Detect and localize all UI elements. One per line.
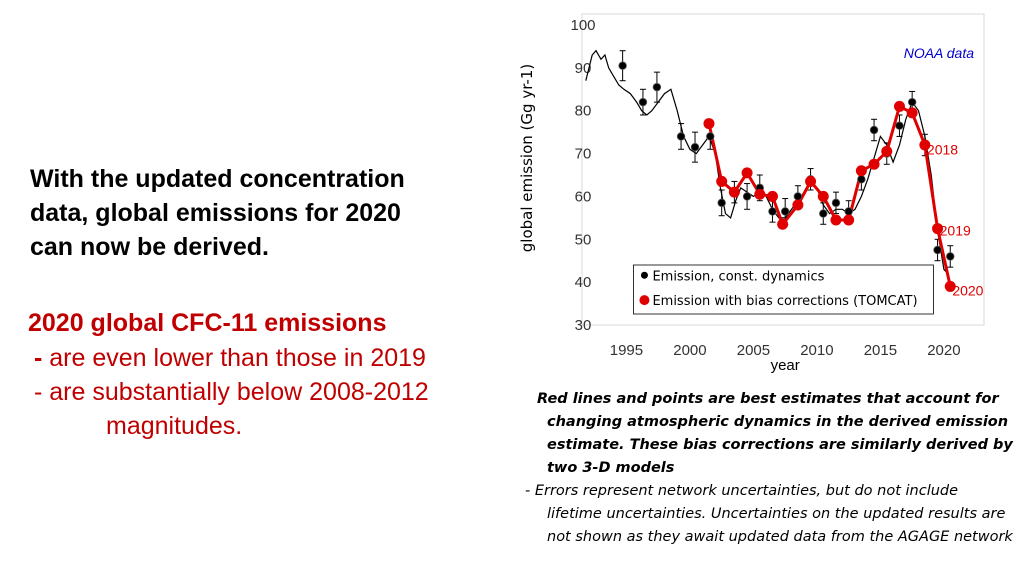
const-dynamics-point (857, 175, 866, 184)
const-dynamics-point (690, 142, 700, 152)
lead-line-3: can now be derived. (30, 233, 269, 261)
legend-entry-const-dynamics: Emission, const. dynamics (652, 269, 824, 284)
y-tick-label: 80 (575, 103, 592, 120)
bias-corrected-point (754, 188, 766, 200)
const-dynamics-point (768, 207, 777, 216)
bias-corrected-point (716, 175, 728, 187)
summary-bullet-1-text: are even lower than those in 2019 (49, 344, 426, 372)
summary-bullet-2-continued: magnitudes. (106, 412, 243, 440)
const-dynamics-point (652, 82, 662, 92)
lead-line-2: data, global emissions for 2020 (30, 199, 401, 227)
x-tick-label: 2010 (800, 342, 833, 359)
const-dynamics-point (895, 121, 904, 130)
x-axis-label: year (771, 357, 800, 374)
summary-title: 2020 global CFC-11 emissions (28, 309, 387, 337)
y-tick-label: 60 (575, 188, 592, 205)
y-tick-label: 100 (570, 17, 595, 34)
year-annotation: 2018 (927, 141, 958, 157)
bias-corrected-point (919, 139, 931, 151)
bias-corrected-point (893, 100, 905, 112)
bias-corrected-point (728, 186, 740, 198)
y-axis-label: global emission (Gg yr-1) (518, 64, 536, 252)
summary-bullet-2: - are substantially below 2008-2012 (34, 378, 429, 406)
const-dynamics-point (717, 198, 726, 208)
bullet-dash: - (34, 344, 43, 372)
year-annotation: 2020 (952, 283, 983, 299)
bias-corrected-point (843, 214, 855, 226)
bias-corrected-point (944, 280, 956, 292)
bias-corrected-point (830, 214, 842, 226)
const-dynamics-line (585, 49, 949, 274)
x-tick-label: 2000 (673, 342, 706, 359)
const-dynamics-point (793, 192, 803, 201)
y-tick-label: 40 (575, 274, 592, 291)
summary-bullet-1: - are even lower than those in 2019 (28, 341, 518, 375)
x-tick-label: 2005 (737, 342, 770, 359)
plot-frame (581, 13, 985, 326)
emissions-chart: 30 40 50 60 70 80 90 100 1995 2000 2005 2010 2015 202… (518, 13, 985, 374)
const-dynamics-point (638, 97, 648, 107)
const-dynamics-point (780, 207, 790, 216)
legend-entry-bias-corrected: Emission with bias corrections (TOMCAT) (652, 294, 917, 309)
source-label: NOAA data (904, 45, 975, 61)
const-dynamics-point (907, 97, 917, 107)
legend-black-marker (640, 271, 648, 279)
lead-line-1: With the updated concentration (30, 165, 405, 193)
y-tick-label: 30 (575, 317, 592, 334)
const-dynamics-point (933, 245, 942, 255)
legend-red-marker (639, 295, 650, 306)
const-dynamics-point (706, 132, 715, 141)
const-dynamics-point (844, 207, 853, 216)
bias-corrected-point (906, 107, 918, 119)
bias-corrected-point (805, 175, 817, 187)
x-tick-label: 2015 (864, 342, 897, 359)
const-dynamics-point (831, 198, 841, 208)
bias-corrected-point (766, 190, 778, 202)
bias-corrected-point (703, 118, 715, 130)
bias-corrected-point (792, 199, 804, 211)
const-dynamics-point (742, 192, 752, 201)
y-tick-label: 70 (575, 146, 592, 163)
const-dynamics-point (618, 61, 627, 70)
bias-corrected-point (932, 223, 944, 235)
const-dynamics-point (676, 132, 686, 141)
footnote-2: - Errors represent network uncertainties… (525, 483, 1013, 545)
legend-box (633, 264, 934, 315)
const-dynamics-point (869, 125, 879, 135)
bias-corrected-point (868, 158, 880, 170)
year-annotation: 2019 (940, 223, 971, 239)
bias-corrected-point (855, 165, 867, 177)
x-tick-label: 1995 (610, 342, 643, 359)
bias-corrected-point (777, 218, 789, 230)
y-tick-label: 90 (575, 60, 592, 77)
bias-corrected-point (817, 190, 829, 202)
const-dynamics-point (819, 209, 828, 218)
chart-layer: 30 40 50 60 70 80 90 100 1995 2000 2005 2010 2015 202… (518, 13, 985, 374)
const-dynamics-point (946, 252, 955, 261)
bias-corrected-point (741, 167, 753, 179)
footnote-1: Red lines and points are best estimates … (537, 391, 1013, 476)
lead-text: With the updated concentration data, glo… (30, 162, 500, 264)
emissions-summary: 2020 global CFC-11 emissions - are even … (28, 306, 518, 443)
bias-corrected-point (881, 145, 893, 157)
footnotes: Red lines and points are best estimates … (525, 388, 1015, 549)
x-tick-label: 2020 (927, 342, 960, 359)
y-tick-label: 50 (575, 231, 592, 248)
